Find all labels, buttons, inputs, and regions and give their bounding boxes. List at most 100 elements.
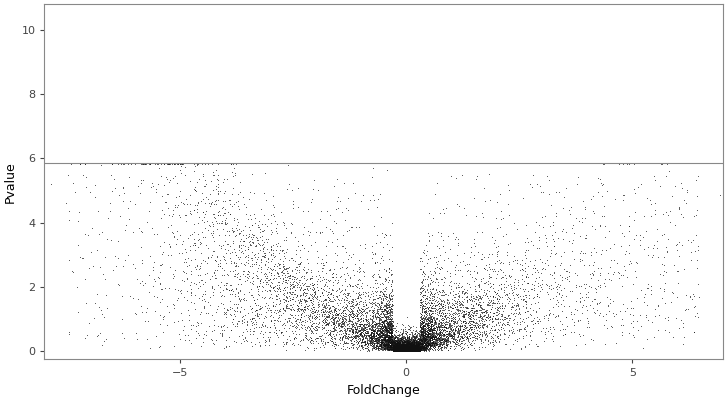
Point bbox=[627, 324, 639, 331]
Point bbox=[390, 346, 402, 353]
Point bbox=[412, 338, 424, 344]
Point bbox=[456, 288, 467, 294]
Point bbox=[390, 343, 401, 349]
Point bbox=[403, 345, 415, 351]
Point bbox=[350, 326, 362, 332]
Point bbox=[425, 339, 437, 345]
Point bbox=[309, 336, 321, 342]
Point bbox=[368, 318, 379, 324]
Point bbox=[393, 344, 405, 351]
Point bbox=[390, 344, 402, 350]
Point bbox=[265, 245, 277, 252]
Point bbox=[441, 299, 453, 306]
Point bbox=[425, 311, 436, 317]
Point bbox=[251, 302, 262, 308]
Point bbox=[381, 326, 393, 332]
Point bbox=[238, 277, 250, 284]
Point bbox=[341, 292, 353, 298]
Point bbox=[414, 302, 426, 308]
Point bbox=[392, 347, 403, 353]
Point bbox=[422, 324, 433, 331]
Point bbox=[411, 344, 423, 351]
Point bbox=[387, 342, 399, 348]
Point bbox=[224, 211, 236, 217]
Point bbox=[324, 308, 336, 314]
Point bbox=[393, 345, 405, 351]
Point bbox=[489, 316, 501, 322]
Point bbox=[412, 348, 424, 354]
Point bbox=[273, 327, 284, 333]
Point bbox=[378, 336, 390, 342]
Point bbox=[258, 211, 270, 218]
Point bbox=[371, 337, 383, 344]
Point bbox=[506, 330, 518, 336]
Point bbox=[465, 312, 476, 319]
Point bbox=[534, 237, 545, 243]
Point bbox=[374, 332, 385, 338]
Point bbox=[397, 342, 409, 348]
Point bbox=[295, 323, 307, 330]
Point bbox=[351, 341, 363, 347]
Point bbox=[280, 293, 292, 300]
Point bbox=[526, 238, 537, 245]
Point bbox=[382, 345, 394, 352]
Point bbox=[375, 213, 387, 220]
Point bbox=[449, 302, 460, 308]
Point bbox=[411, 342, 423, 348]
Point bbox=[271, 221, 283, 227]
Point bbox=[331, 308, 342, 314]
Point bbox=[406, 347, 417, 354]
Point bbox=[310, 294, 321, 300]
Point bbox=[374, 311, 385, 318]
Point bbox=[561, 268, 572, 274]
Point bbox=[416, 329, 427, 335]
Point bbox=[391, 343, 403, 350]
Point bbox=[209, 198, 221, 204]
Point bbox=[404, 340, 416, 346]
Point bbox=[386, 336, 398, 342]
Point bbox=[261, 279, 273, 286]
Point bbox=[378, 342, 390, 348]
Point bbox=[324, 304, 335, 311]
Point bbox=[353, 316, 364, 322]
Point bbox=[441, 332, 452, 339]
Point bbox=[377, 336, 389, 343]
Point bbox=[459, 318, 470, 324]
Point bbox=[418, 319, 430, 326]
Point bbox=[642, 252, 654, 258]
Point bbox=[394, 348, 406, 354]
Point bbox=[454, 259, 466, 265]
Point bbox=[497, 215, 509, 221]
Point bbox=[392, 337, 403, 344]
Point bbox=[435, 328, 446, 334]
Point bbox=[446, 322, 457, 329]
Point bbox=[427, 333, 439, 339]
Point bbox=[369, 344, 380, 351]
Point bbox=[179, 255, 190, 262]
Point bbox=[452, 236, 464, 243]
Point bbox=[398, 347, 410, 353]
Point bbox=[387, 330, 398, 336]
Point bbox=[406, 345, 418, 352]
Point bbox=[374, 288, 385, 295]
Point bbox=[142, 272, 154, 278]
Point bbox=[393, 343, 405, 349]
Point bbox=[422, 331, 434, 337]
Point bbox=[397, 347, 409, 354]
Point bbox=[280, 249, 292, 255]
Point bbox=[401, 346, 412, 352]
Point bbox=[364, 322, 376, 328]
Point bbox=[379, 338, 391, 344]
Point bbox=[260, 278, 271, 285]
Point bbox=[404, 340, 416, 346]
Point bbox=[411, 346, 423, 353]
Point bbox=[411, 342, 422, 348]
Point bbox=[220, 215, 231, 222]
Point bbox=[412, 346, 424, 352]
Point bbox=[428, 267, 440, 274]
Point bbox=[244, 241, 256, 248]
Point bbox=[624, 330, 635, 336]
Point bbox=[415, 311, 427, 317]
Point bbox=[273, 272, 284, 279]
Point bbox=[397, 348, 409, 354]
